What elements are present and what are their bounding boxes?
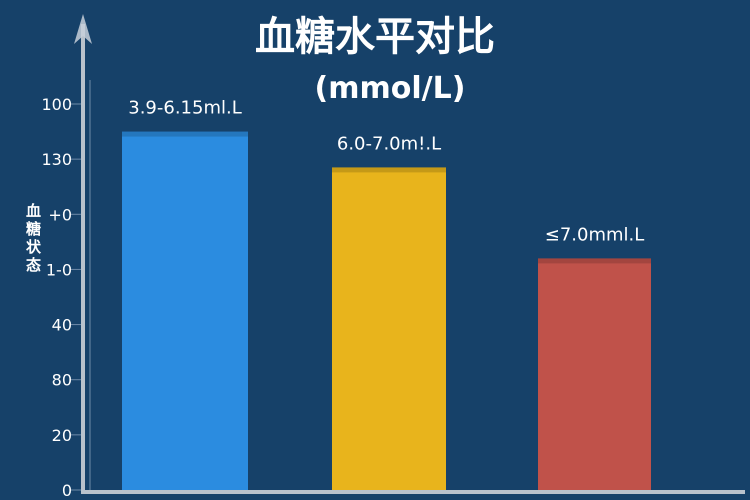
bar-top-edge xyxy=(332,167,446,173)
y-tick-label: 100 xyxy=(41,95,72,114)
y-ticks: 0 20 80 40 1-0 +0 130 100 xyxy=(41,95,81,500)
bar-data-label: 3.9-6.15ml.L xyxy=(128,98,241,119)
y-tick-label: 20 xyxy=(52,426,72,445)
y-tick-label: 0 xyxy=(62,481,72,500)
y-axis-arrow-icon xyxy=(74,14,92,44)
bar xyxy=(538,258,651,490)
y-axis-label: 血糖状态 xyxy=(25,202,41,274)
chart-title: 血糖水平对比 xyxy=(255,14,495,60)
bar-top-edge xyxy=(538,258,651,264)
bar xyxy=(122,131,248,491)
y-tick-label: +0 xyxy=(48,205,72,224)
y-tick-label: 1-0 xyxy=(46,260,72,279)
bar xyxy=(332,167,446,490)
bar-top-edge xyxy=(122,131,248,137)
bar-data-label: ≤7.0mml.L xyxy=(545,224,645,245)
y-tick-label: 80 xyxy=(52,371,72,390)
bars: 3.9-6.15ml.L 6.0-7.0m!.L ≤7.0mml.L xyxy=(122,98,651,491)
bar-data-label: 6.0-7.0m!.L xyxy=(337,133,441,154)
chart-subtitle: (mmol/L) xyxy=(315,71,466,106)
y-tick-label: 40 xyxy=(52,316,72,335)
y-tick-label: 130 xyxy=(41,150,72,169)
